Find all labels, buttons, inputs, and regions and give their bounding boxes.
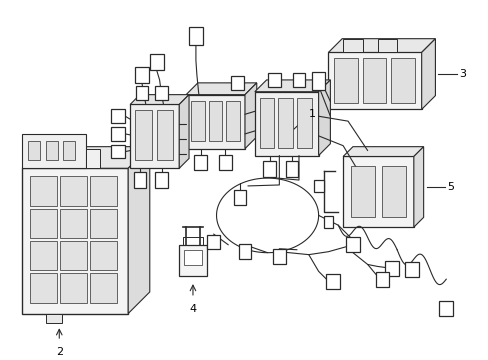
Bar	[272, 249, 285, 264]
Bar	[186, 95, 244, 149]
Bar	[292, 73, 305, 87]
Bar	[90, 273, 117, 303]
Bar	[189, 27, 203, 45]
Bar	[313, 180, 323, 192]
Bar	[135, 86, 148, 100]
Bar	[238, 244, 251, 259]
Bar	[22, 168, 128, 314]
Text: 4: 4	[189, 304, 196, 314]
Bar	[404, 261, 418, 277]
Bar	[46, 141, 58, 161]
Bar	[208, 100, 222, 141]
Bar	[85, 149, 101, 168]
Bar	[90, 241, 117, 270]
Bar	[323, 216, 333, 228]
Bar	[46, 314, 61, 323]
Bar	[90, 176, 117, 206]
Bar	[191, 100, 204, 141]
Bar	[438, 301, 452, 316]
Polygon shape	[318, 80, 330, 156]
Bar	[226, 100, 240, 141]
Bar	[263, 161, 275, 177]
Bar	[155, 172, 167, 188]
Bar	[60, 176, 87, 206]
Bar	[207, 234, 220, 249]
Polygon shape	[421, 39, 434, 109]
Bar	[130, 104, 179, 168]
Bar	[133, 172, 146, 188]
Polygon shape	[244, 83, 256, 149]
Polygon shape	[186, 83, 256, 95]
Bar	[296, 98, 311, 148]
Text: 1: 1	[308, 109, 315, 119]
Text: 2: 2	[56, 347, 62, 357]
Bar	[285, 161, 298, 177]
Bar	[135, 111, 151, 161]
Bar	[267, 73, 280, 87]
Bar	[63, 141, 75, 161]
Bar	[362, 58, 386, 103]
Polygon shape	[128, 147, 149, 314]
Polygon shape	[179, 95, 189, 168]
Bar	[233, 190, 246, 205]
Bar	[22, 134, 85, 168]
Bar	[254, 92, 318, 156]
Bar	[184, 250, 202, 265]
Bar	[179, 245, 206, 276]
Bar	[328, 53, 421, 109]
Bar	[30, 273, 57, 303]
Bar	[343, 157, 413, 227]
Polygon shape	[130, 95, 189, 104]
Bar	[346, 238, 359, 252]
Bar	[156, 111, 173, 161]
Bar	[90, 208, 117, 238]
Bar	[343, 39, 362, 53]
Bar	[60, 241, 87, 270]
Bar	[230, 76, 243, 90]
Bar	[311, 72, 325, 90]
Bar	[28, 141, 40, 161]
Polygon shape	[328, 39, 434, 53]
Bar	[111, 109, 125, 123]
Polygon shape	[413, 147, 423, 227]
Bar	[278, 98, 292, 148]
Bar	[259, 98, 274, 148]
Bar	[390, 58, 414, 103]
Bar	[385, 261, 398, 276]
Bar	[149, 54, 163, 70]
Bar	[111, 127, 125, 141]
Bar	[194, 154, 207, 170]
Bar	[30, 241, 57, 270]
Bar	[219, 154, 231, 170]
Polygon shape	[22, 147, 149, 168]
Bar	[135, 67, 148, 83]
Bar	[60, 208, 87, 238]
Bar	[30, 208, 57, 238]
Text: 3: 3	[458, 69, 465, 79]
Bar	[382, 166, 405, 217]
Text: 5: 5	[447, 182, 453, 192]
Bar	[155, 86, 167, 100]
Bar	[60, 273, 87, 303]
Polygon shape	[343, 147, 423, 157]
Bar	[350, 166, 374, 217]
Bar	[326, 274, 340, 288]
Polygon shape	[254, 80, 330, 92]
Bar	[111, 145, 125, 158]
Bar	[377, 39, 396, 53]
Bar	[334, 58, 357, 103]
Bar	[375, 272, 388, 287]
Bar	[30, 176, 57, 206]
